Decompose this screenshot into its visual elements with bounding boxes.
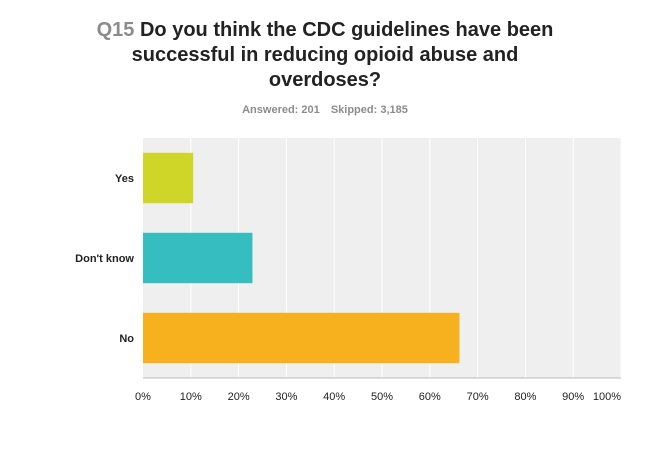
x-tick-label: 90% [562, 391, 584, 403]
x-tick-label: 10% [180, 391, 202, 403]
category-label: Yes [115, 173, 134, 185]
category-labels: Yes Don't know No [75, 173, 134, 345]
x-tick-label: 30% [275, 391, 297, 403]
bars [143, 152, 460, 364]
bar-no [143, 312, 460, 364]
x-tick-label: 100% [593, 391, 621, 403]
response-summary: Answered: 201 Skipped: 3,185 [0, 104, 650, 116]
question-text: Do you think the CDC guidelines have bee… [131, 19, 554, 91]
x-tick-label: 40% [323, 391, 345, 403]
x-tick-label: 60% [419, 391, 441, 403]
bar-don-t-know [143, 232, 253, 284]
question-number: Q15 [96, 19, 135, 41]
x-axis-ticks: 0% 10% 20% 30% 40% 50% 60% 70% 80% 90% 100% [135, 391, 621, 403]
x-tick-label: 20% [228, 391, 250, 403]
category-label: Don't know [75, 253, 134, 265]
bar-yes [143, 152, 194, 204]
x-tick-label: 80% [514, 391, 536, 403]
answered-count: Answered: 201 [242, 104, 320, 116]
skipped-count: Skipped: 3,185 [330, 104, 408, 116]
x-tick-label: 70% [467, 391, 489, 403]
category-label: No [119, 333, 134, 345]
chart-title: Q15 Do you think the CDC guidelines have… [75, 18, 575, 93]
x-tick-label: 0% [135, 391, 151, 403]
x-tick-label: 50% [371, 391, 393, 403]
